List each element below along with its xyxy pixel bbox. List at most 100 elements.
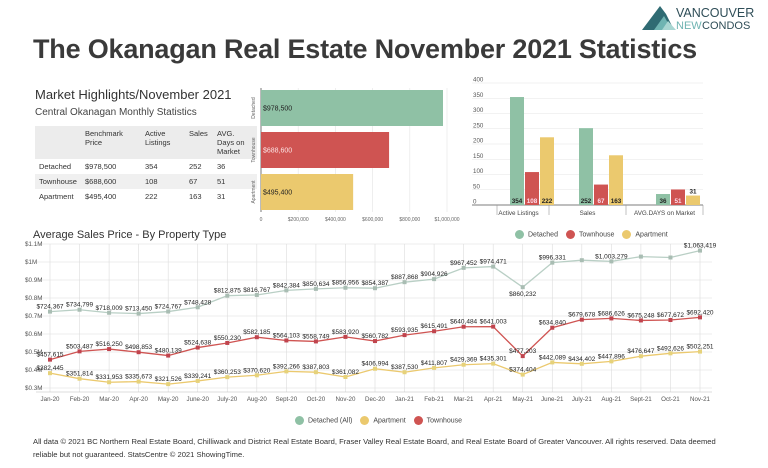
cell: $688,600: [81, 174, 141, 189]
table-row: Townhouse $688,600 108 67 51: [35, 174, 257, 189]
x-tick-label: Nov-21: [690, 396, 711, 403]
data-label: $812,875: [214, 288, 241, 295]
column-header: [35, 126, 81, 159]
y-tick-label: $1.1M: [25, 241, 43, 248]
data-point: [166, 309, 171, 314]
x-tick-label: Apr-20: [129, 396, 148, 403]
data-point: [461, 362, 466, 367]
highlights-title: Market Highlights/November 2021: [35, 87, 232, 102]
data-point: [225, 375, 230, 380]
bar-data-label: $688,600: [263, 148, 292, 155]
category-label: Detached: [251, 97, 257, 119]
data-label: $558,749: [302, 333, 329, 340]
data-label: $641,003: [480, 319, 507, 326]
x-tick-label: Feb-20: [70, 396, 90, 403]
data-label: $387,530: [391, 364, 418, 371]
data-point: [402, 333, 407, 338]
bar-data-label: 67: [597, 198, 605, 205]
x-tick-label: Feb-21: [424, 396, 444, 403]
data-label: $615,491: [421, 323, 448, 330]
data-point: [48, 371, 52, 376]
data-label: $335,673: [125, 374, 152, 381]
bar-townhouse: [671, 189, 685, 205]
data-point: [77, 376, 82, 381]
y-tick-label: $0.8M: [25, 295, 43, 302]
bar-apartment: [261, 174, 354, 210]
legend-item-townhouse: Townhouse: [565, 230, 614, 239]
cell: $978,500: [85, 162, 117, 171]
data-label: $429,369: [450, 357, 477, 364]
data-point: [254, 335, 259, 340]
data-point: [136, 311, 141, 316]
data-point: [432, 329, 437, 334]
data-point: [520, 354, 525, 359]
y-tick-label: 250: [473, 122, 484, 129]
data-label: $854,387: [361, 280, 388, 287]
data-point: [284, 369, 289, 374]
data-point: [166, 382, 171, 387]
footer-disclaimer: All data © 2021 BC Northern Real Estate …: [33, 437, 716, 459]
table-row: Detached $978,500 354 252 36: [35, 159, 257, 174]
category-label: Active Listings: [498, 210, 538, 217]
data-label: $967,452: [450, 260, 477, 267]
data-label: $457,615: [36, 352, 63, 359]
data-point: [579, 361, 584, 366]
data-point: [373, 366, 377, 371]
data-label: $492,626: [657, 345, 684, 352]
data-point: [343, 375, 348, 380]
y-tick-label: 350: [473, 92, 484, 99]
data-point: [402, 370, 407, 375]
y-tick-label: $0.7M: [25, 313, 43, 320]
data-point: [698, 248, 702, 253]
data-label: $634,840: [539, 320, 566, 327]
bar-detached: [261, 90, 444, 126]
data-point: [491, 324, 496, 329]
data-label: $370,620: [243, 367, 270, 374]
data-label: $503,487: [66, 343, 93, 350]
table-header-row: Benchmark Price Active Listings Sales AV…: [35, 126, 257, 159]
cell: $495,400: [85, 192, 117, 201]
data-point: [195, 345, 200, 350]
cell: 163: [189, 192, 202, 201]
data-point: [136, 379, 141, 384]
data-point: [579, 258, 584, 263]
data-point: [609, 316, 614, 321]
data-label: $887,868: [391, 274, 418, 281]
x-tick-label: $600,000: [362, 217, 383, 223]
x-tick-label: Aug-20: [247, 396, 268, 403]
legend-item-detached: Detached: [515, 230, 558, 239]
category-label: Townhouse: [251, 137, 257, 163]
data-point: [609, 259, 614, 264]
data-point: [107, 310, 112, 315]
bar-chart-legend: Detached Townhouse Apartment: [515, 230, 668, 239]
data-label: $374,404: [509, 367, 536, 374]
data-point: [313, 370, 318, 375]
data-label: $582,185: [243, 329, 270, 336]
data-point: [550, 325, 555, 330]
vancouver-new-condos-logo: VANCOUVER NEW CONDOS: [640, 4, 766, 32]
data-point: [520, 285, 525, 290]
x-tick-label: July-21: [572, 396, 593, 403]
data-point: [698, 349, 702, 354]
data-label: $560,782: [361, 333, 388, 340]
data-point: [77, 307, 82, 312]
data-label: $392,266: [273, 363, 300, 370]
data-label: $476,647: [627, 348, 654, 355]
x-tick-label: $200,000: [288, 217, 309, 223]
y-tick-label: 100: [473, 168, 484, 175]
y-tick-label: $0.3M: [25, 385, 43, 392]
bar-data-label: $978,500: [263, 106, 292, 113]
data-label: $850,634: [302, 281, 329, 288]
data-point: [254, 373, 259, 378]
cell: 108: [141, 174, 185, 189]
data-label: $640,484: [450, 319, 477, 326]
legend-item-townhouse: Townhouse: [413, 416, 462, 425]
table-row: Apartment $495,400 222 163 31: [35, 189, 257, 204]
data-label: $321,526: [155, 376, 182, 383]
data-point: [284, 288, 289, 293]
column-header: AVG. Days on Market: [213, 126, 257, 159]
cell: 36: [217, 162, 226, 171]
logo-new: NEW: [676, 20, 702, 32]
x-tick-label: June-20: [187, 396, 210, 403]
